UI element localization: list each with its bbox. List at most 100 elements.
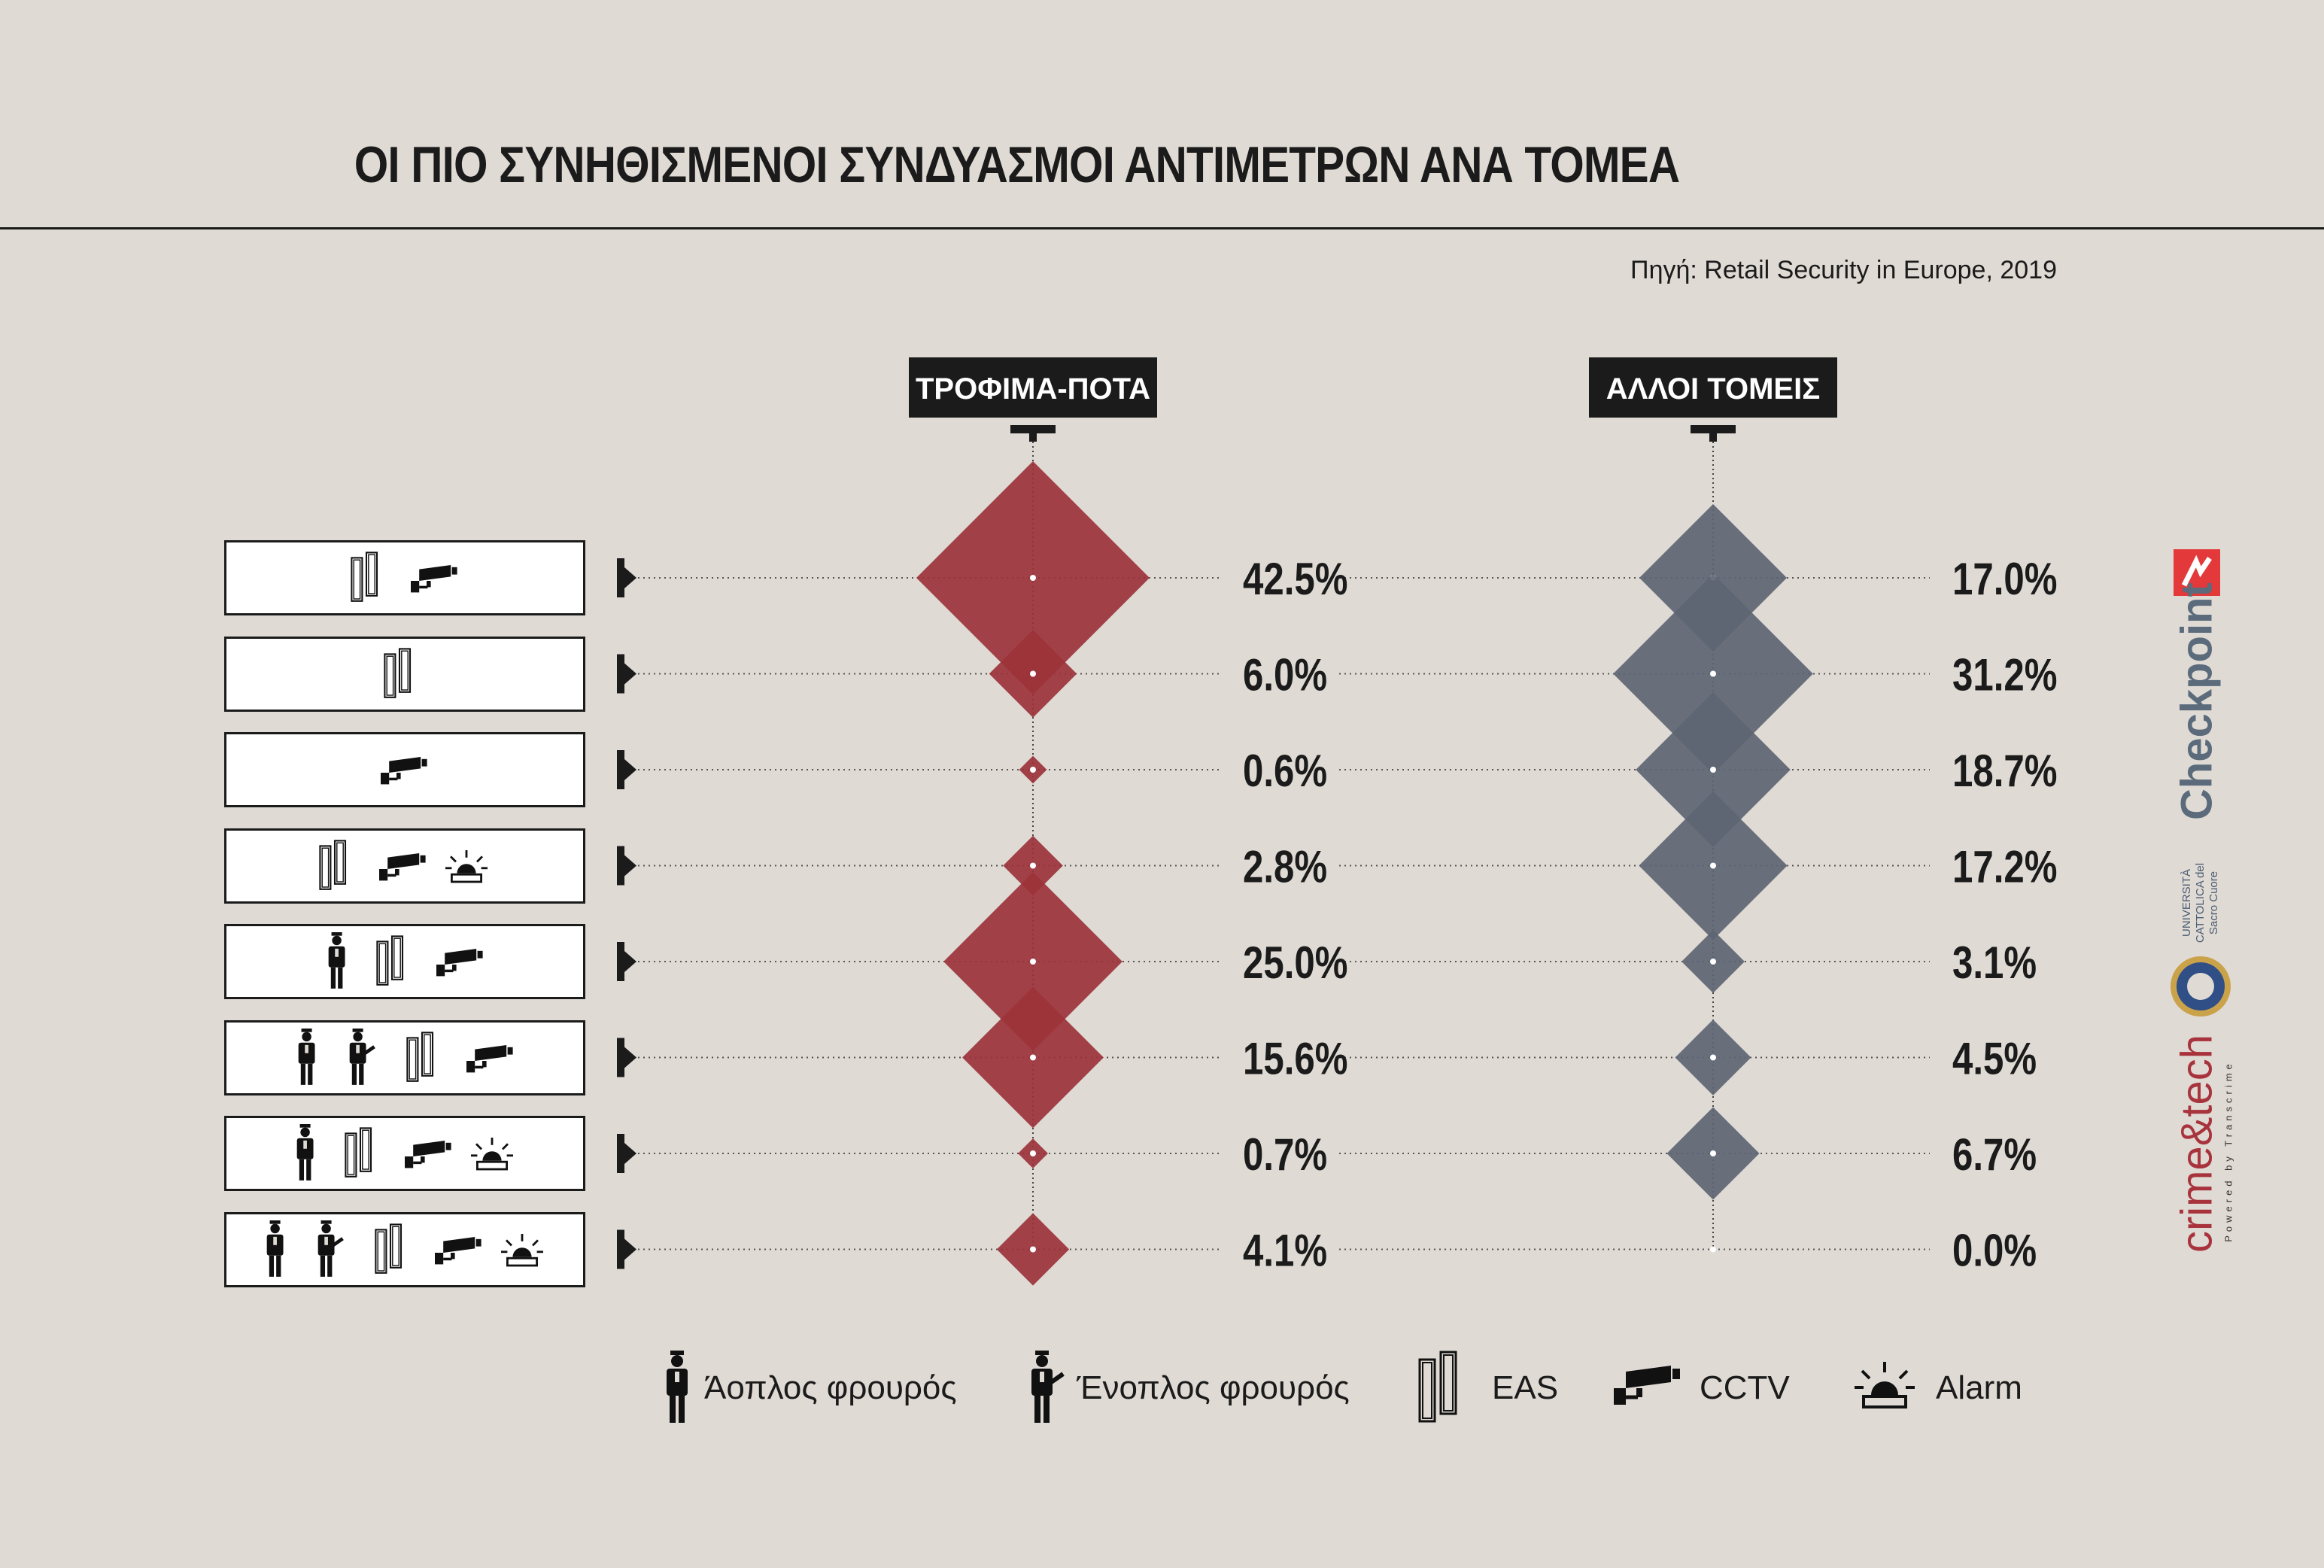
combo-box: [224, 828, 585, 904]
value-center-dot: [1710, 862, 1716, 869]
title-divider: [0, 227, 2324, 229]
combo-icons: [319, 839, 488, 890]
row-marker-arrow: [624, 759, 636, 780]
armed-guard-icon: [317, 1220, 344, 1277]
row-marker: [617, 750, 624, 789]
combo-icons: [266, 1220, 543, 1277]
combo-box: [224, 1116, 585, 1191]
legend-item-alarm: Alarm: [1855, 1347, 2022, 1430]
row-marker-arrow: [624, 1047, 636, 1068]
eas-icon: [345, 1127, 372, 1178]
unarmed-guard-icon: [266, 1220, 284, 1277]
row-marker: [617, 942, 624, 981]
value-label: 42.5%: [1243, 553, 1347, 604]
column-header: ΑΛΛΟΙ ΤΟΜΕΙΣ: [1589, 357, 1837, 442]
legend-label: Ένοπλος φρουρός: [1077, 1369, 1350, 1406]
value-label: 0.0%: [1952, 1225, 2037, 1276]
value-label: 15.6%: [1243, 1033, 1347, 1084]
row-marker-arrow: [624, 567, 636, 588]
combo-box: [224, 540, 585, 615]
row-marker: [617, 654, 624, 694]
legend-item-armed-guard: Ένοπλος φρουρός: [1027, 1347, 1350, 1430]
combo-icons: [328, 932, 483, 989]
source-note: Πηγή: Retail Security in Europe, 2019: [1630, 256, 2057, 284]
combo-icons: [298, 1028, 513, 1085]
value-center-dot: [1030, 1150, 1036, 1156]
value-center-dot: [1710, 959, 1716, 965]
legend-label: Alarm: [1936, 1369, 2022, 1406]
cctv-icon: [436, 949, 483, 977]
value-label: 2.8%: [1243, 841, 1327, 892]
row-marker: [617, 1134, 624, 1173]
value-center-dot: [1030, 575, 1036, 581]
row-marker-arrow: [624, 1143, 636, 1164]
combo-box: [224, 1211, 585, 1287]
combo-box: [224, 1020, 585, 1095]
cctv-icon: [435, 1236, 482, 1264]
value-label: 17.2%: [1952, 841, 2057, 892]
checkpoint-logo: Checkpoint: [2171, 549, 2223, 828]
alarm-icon: [471, 1138, 513, 1171]
legend-label: CCTV: [1700, 1369, 1790, 1406]
value-center-dot: [1710, 767, 1716, 773]
eas-icon: [376, 935, 404, 986]
value-label: 3.1%: [1952, 937, 2037, 988]
combo-box: [224, 732, 585, 807]
eas-icon: [375, 1223, 403, 1274]
alarm-icon: [445, 849, 488, 883]
armed-guard-icon: [1031, 1351, 1065, 1423]
row-marker: [617, 1038, 624, 1077]
value-center-dot: [1710, 1150, 1716, 1156]
row-marker-arrow: [624, 663, 636, 685]
value-center-dot: [1030, 1054, 1036, 1061]
legend-label: EAS: [1492, 1369, 1559, 1406]
legend-label: Άοπλος φρουρός: [704, 1369, 957, 1406]
eas-icon: [351, 552, 378, 602]
eas-icon: [319, 839, 347, 890]
combo-icons: [381, 757, 427, 785]
value-center-dot: [1030, 959, 1036, 965]
row-marker: [617, 846, 624, 886]
cctv-icon: [466, 1044, 513, 1072]
cctv-icon: [379, 852, 426, 880]
value-label: 31.2%: [1952, 649, 2057, 700]
crimetech-logo: crime&tech Powered by Transcrime: [2172, 1034, 2234, 1253]
value-center-dot: [1030, 862, 1036, 869]
unarmed-guard-icon: [298, 1028, 315, 1085]
armed-guard-icon: [349, 1028, 375, 1085]
unarmed-guard-icon: [296, 1124, 314, 1181]
university-logo: UNIVERSITÀ CATTOLICA del Sacro Cuore: [2167, 858, 2234, 1038]
value-center-dot: [1710, 1246, 1716, 1253]
combo-icons: [296, 1124, 513, 1181]
value-label: 0.6%: [1243, 745, 1327, 796]
cctv-icon: [411, 565, 457, 593]
unarmed-guard-icon: [667, 1351, 688, 1423]
combo-box: [224, 924, 585, 999]
row-marker-arrow: [624, 951, 636, 972]
legend-item-cctv: CCTV: [1614, 1347, 1790, 1430]
value-label: 6.7%: [1952, 1129, 2037, 1180]
page-title: ΟΙ ΠΙΟ ΣΥΝΗΘΙΣΜΕΝΟΙ ΣΥΝΔΥΑΣΜΟΙ ΑΝΤΙΜΕΤΡΩ…: [354, 136, 1680, 193]
combo-icons: [351, 552, 457, 602]
value-label: 17.0%: [1952, 553, 2057, 604]
value-label: 4.1%: [1243, 1225, 1327, 1276]
value-label: 4.5%: [1952, 1033, 2037, 1084]
row-marker-arrow: [624, 1238, 636, 1260]
unarmed-guard-icon: [328, 932, 345, 989]
column-header-label: ΤΡΟΦΙΜΑ-ΠΟΤΑ: [916, 372, 1150, 406]
eas-icon: [406, 1031, 434, 1082]
combo-icons: [384, 647, 412, 698]
legend-item-unarmed-guard: Άοπλος φρουρός: [662, 1347, 957, 1430]
value-center-dot: [1030, 767, 1036, 773]
row-marker-arrow: [624, 855, 636, 877]
value-label: 6.0%: [1243, 649, 1327, 700]
eas-icon: [384, 647, 412, 698]
eas-icon: [1418, 1351, 1457, 1423]
legend-item-eas: EAS: [1418, 1347, 1558, 1430]
cctv-icon: [1614, 1366, 1680, 1405]
value-center-dot: [1710, 1054, 1716, 1061]
column-header: ΤΡΟΦΙΜΑ-ΠΟΤΑ: [909, 357, 1157, 442]
cctv-icon: [405, 1141, 451, 1168]
row-marker: [617, 558, 624, 597]
